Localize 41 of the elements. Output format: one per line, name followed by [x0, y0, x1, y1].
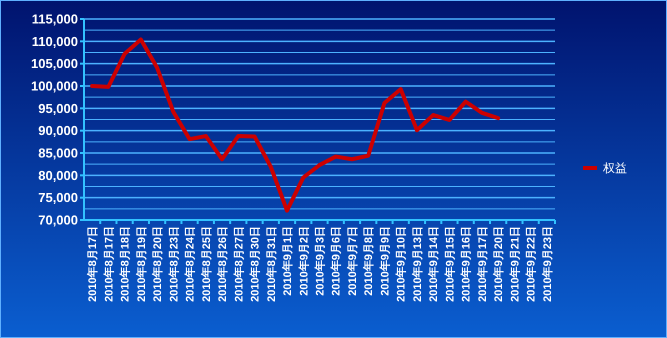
x-tick-label: 2010年9月17日	[476, 226, 489, 302]
x-tick-label: 2010年8月20日	[151, 226, 164, 302]
y-tick-label: 100,000	[31, 78, 78, 94]
x-tick-label: 2010年9月23日	[540, 226, 554, 302]
x-tick-label: 2010年9月2日	[297, 226, 310, 296]
y-tick-label: 75,000	[38, 190, 78, 206]
x-tick-label: 2010年9月16日	[460, 226, 473, 302]
y-tick-label: 105,000	[31, 56, 78, 72]
x-tick-label: 2010年8月25日	[200, 226, 213, 302]
x-tick-label: 2010年8月18日	[118, 226, 132, 302]
y-tick-label: 80,000	[38, 168, 78, 183]
y-tick-label: 95,000	[38, 100, 78, 116]
y-tick-label: 70,000	[38, 212, 78, 228]
x-tick-label: 2010年9月14日	[427, 226, 440, 302]
y-tick-label: 115,000	[32, 12, 78, 27]
x-tick-label: 2010年9月13日	[410, 226, 424, 302]
x-tick-label: 2010年8月17日	[102, 226, 116, 302]
line-series	[90, 38, 500, 213]
x-tick-label: 2010年8月23日	[167, 226, 180, 302]
y-tick-label: 110,000	[32, 34, 78, 49]
x-tick-label: 2010年9月1日	[281, 226, 294, 296]
x-tick-label: 2010年9月6日	[330, 226, 343, 296]
x-tick-label: 2010年8月31日	[264, 226, 278, 302]
y-tick-label: 85,000	[38, 146, 78, 161]
x-tick-label: 2010年9月8日	[362, 226, 376, 296]
x-tick-label: 2010年9月10日	[394, 226, 408, 302]
x-tick-label: 2010年8月30日	[248, 226, 262, 302]
x-tick-label: 2010年9月21日	[508, 226, 522, 302]
x-tick-label: 2010年8月26日	[216, 226, 230, 302]
x-tick-label: 2010年9月22日	[524, 226, 538, 302]
x-tick-label: 2010年9月3日	[314, 226, 326, 296]
x-tick-label: 2010年8月17日	[86, 226, 100, 302]
x-tick-label: 2010年8月27日	[232, 226, 246, 302]
y-tick-label: 90,000	[38, 123, 78, 138]
x-tick-label: 2010年9月15日	[443, 226, 456, 302]
legend-label: 权益	[602, 161, 627, 176]
x-tick-label: 2010年9月20日	[492, 226, 506, 302]
x-tick-label: 2010年8月19日	[134, 226, 148, 302]
x-tick-label: 2010年8月24日	[184, 226, 197, 302]
x-tick-label: 2010年9月7日	[346, 226, 359, 296]
x-tick-label: 2010年9月9日	[378, 226, 392, 296]
